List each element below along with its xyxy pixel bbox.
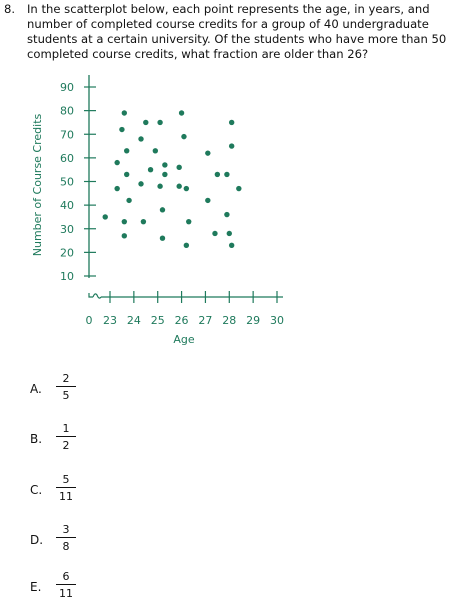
data-point [162, 162, 168, 168]
axis-break-mark [88, 293, 102, 299]
choice-letter: B. [30, 432, 43, 446]
answer-choice[interactable]: A. 2 5 [30, 372, 150, 412]
scatterplot: 10 20 30 40 50 60 70 80 90 0 23 24 25 26 27 28 29 30 Num… [31, 75, 284, 346]
data-point [212, 230, 218, 237]
y-axis-label: Number of Course Credits [31, 113, 44, 256]
fraction-denominator: 11 [59, 490, 73, 503]
data-point [157, 183, 163, 189]
y-tick-label: 20 [60, 246, 74, 259]
data-point [162, 171, 168, 178]
data-point [224, 171, 230, 178]
answer-choice[interactable]: D. 3 8 [30, 523, 150, 563]
fraction-denominator: 2 [62, 439, 70, 452]
data-point [159, 207, 166, 213]
data-point [140, 218, 147, 225]
fraction-denominator: 5 [62, 389, 70, 402]
question-number: 8. [4, 2, 16, 16]
answer-choice[interactable]: C. 5 11 [30, 473, 150, 513]
data-point [124, 148, 130, 154]
data-point [186, 218, 192, 225]
y-tick-label: 60 [60, 152, 74, 165]
fraction-bar [56, 584, 76, 585]
data-point [119, 126, 125, 133]
x-tick-label: 27 [198, 314, 212, 327]
data-point [102, 214, 108, 220]
data-point [114, 159, 120, 166]
y-tick-label: 70 [60, 128, 74, 141]
fraction-numerator: 6 [62, 570, 70, 583]
fraction-bar [56, 537, 76, 538]
data-point [121, 110, 128, 116]
y-axis-ticks: 10 20 30 40 50 60 70 80 90 [60, 81, 96, 283]
y-tick-label: 40 [60, 199, 74, 212]
data-point [224, 211, 230, 218]
data-point [228, 242, 235, 248]
data-point [121, 233, 128, 239]
choice-letter: D. [30, 533, 44, 547]
fraction-denominator: 8 [62, 540, 70, 553]
fraction-numerator: 1 [62, 422, 70, 435]
data-point [152, 148, 159, 154]
data-point [236, 185, 242, 192]
data-point [183, 242, 190, 248]
fraction-denominator: 11 [59, 587, 73, 600]
fraction-numerator: 2 [62, 372, 70, 385]
x-tick-label: 29 [246, 314, 260, 327]
data-point [183, 185, 190, 192]
choice-letter: C. [30, 483, 43, 497]
data-point [228, 143, 235, 149]
data-points [102, 110, 242, 248]
question-text: In the scatterplot below, each point rep… [27, 2, 447, 61]
data-point [126, 197, 132, 204]
choice-fraction: 5 11 [56, 473, 76, 503]
y-tick-label: 90 [60, 81, 74, 94]
x-tick-label: 24 [127, 314, 141, 327]
data-point [205, 150, 211, 156]
data-point [205, 197, 211, 204]
x-tick-label: 26 [175, 314, 189, 327]
data-point [147, 166, 154, 173]
x-tick-label: 30 [270, 314, 284, 327]
data-point [159, 235, 166, 241]
choice-fraction: 6 11 [56, 570, 76, 600]
x-tick-label: 28 [222, 314, 236, 327]
y-tick-label: 30 [60, 223, 74, 236]
data-point [181, 133, 187, 140]
answer-choice[interactable]: E. 6 11 [30, 570, 150, 610]
fraction-bar [56, 436, 76, 437]
data-point [138, 136, 144, 142]
x-axis-label: Age [173, 333, 195, 346]
data-point [176, 183, 182, 189]
data-point [178, 110, 185, 116]
fraction-bar [56, 386, 76, 387]
x-tick-label: 23 [103, 314, 117, 327]
x-tick-label: 25 [151, 314, 165, 327]
y-tick-label: 10 [60, 270, 74, 283]
choice-letter: A. [30, 382, 42, 396]
x-axis-ticks: 0 23 24 25 26 27 28 29 30 [86, 291, 284, 327]
data-point [138, 181, 144, 187]
y-tick-label: 80 [60, 105, 74, 118]
data-point [214, 171, 221, 178]
data-point [143, 119, 149, 126]
x-tick-label: 0 [86, 314, 93, 327]
data-point [124, 171, 130, 178]
data-point [226, 230, 232, 237]
answer-choice[interactable]: B. 1 2 [30, 422, 150, 462]
data-point [121, 218, 128, 225]
data-point [114, 185, 120, 192]
fraction-numerator: 3 [62, 523, 70, 536]
data-point [176, 164, 182, 171]
y-tick-label: 50 [60, 176, 74, 189]
data-point [157, 119, 163, 126]
choice-letter: E. [30, 580, 42, 594]
data-point [228, 119, 235, 126]
fraction-bar [56, 487, 76, 488]
fraction-numerator: 5 [62, 473, 70, 486]
